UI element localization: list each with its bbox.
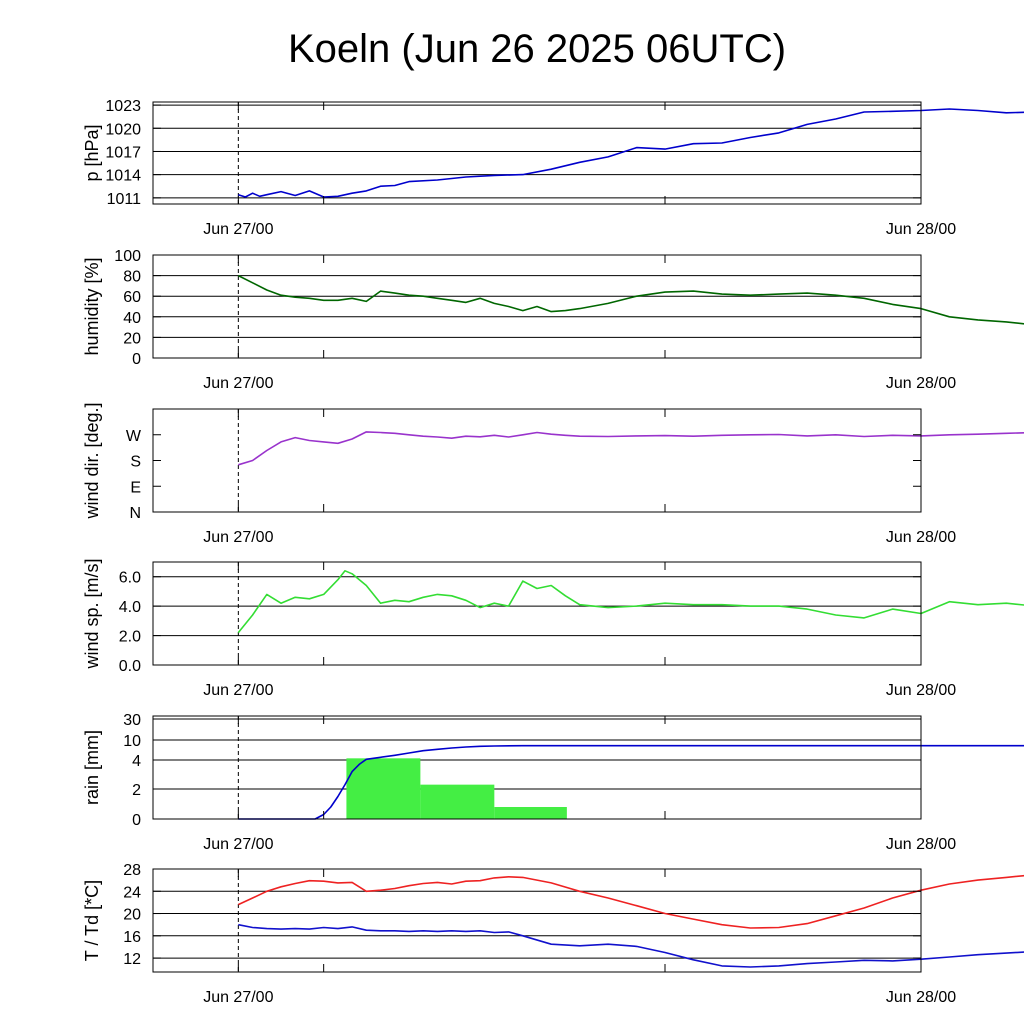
y-tick-label: 40 — [123, 310, 141, 327]
series-line-accumulated — [238, 744, 1024, 820]
panel-wind_speed: 0.0 2.0 4.0 6.0 Jun 27/00 Jun 28/00 wind sp. [… — [82, 558, 1024, 699]
y-axis-label: p [hPa] — [82, 124, 102, 181]
plot-frame — [152, 715, 922, 820]
y-tick-label: 0.0 — [119, 658, 141, 675]
y-axis-label: humidity [%] — [82, 257, 102, 355]
plot-frame — [152, 408, 922, 513]
series-line — [237, 570, 1024, 634]
y-tick-label: W — [126, 428, 142, 445]
y-tick-label: 28 — [123, 862, 141, 879]
x-tick-label: Jun 28/00 — [886, 529, 956, 546]
panel-rain: 0 2 4 10 30 Jun 27/00 Jun 28/00 rain [mm] — [82, 712, 1024, 853]
y-tick-label: 1020 — [105, 121, 141, 138]
y-tick-label: 24 — [123, 884, 141, 901]
plot-frame — [152, 101, 922, 205]
y-tick-label: N — [129, 505, 141, 522]
panel-pressure: 1011 1014 1017 1020 1023 Jun 27/00 Jun 28/00 p … — [82, 98, 1024, 238]
y-tick-label: 0 — [132, 812, 141, 829]
x-tick-label: Jun 28/00 — [886, 375, 956, 392]
y-tick-label: 6.0 — [119, 570, 141, 587]
panel-humidity: 0 20 40 60 80 100 Jun 27/00 Jun 28/00 humidity [… — [82, 248, 1024, 392]
y-tick-label: 12 — [123, 951, 141, 968]
x-tick-label: Jun 27/00 — [203, 989, 273, 1006]
rain-bar — [346, 758, 421, 819]
y-tick-label: 1011 — [107, 191, 142, 208]
y-tick-label: 16 — [123, 929, 141, 946]
y-tick-label: E — [130, 479, 141, 496]
y-tick-label: 20 — [123, 330, 141, 347]
y-tick-label: 4.0 — [119, 599, 141, 616]
y-tick-label: 100 — [114, 248, 141, 265]
x-tick-label: Jun 28/00 — [886, 682, 956, 699]
y-tick-label: 0 — [132, 351, 141, 368]
y-axis-label: wind sp. [m/s] — [82, 558, 102, 669]
x-tick-label: Jun 28/00 — [886, 989, 956, 1006]
y-tick-label: 1017 — [105, 144, 141, 161]
x-tick-label: Jun 28/00 — [886, 221, 956, 238]
series-line — [238, 431, 1024, 466]
x-tick-label: Jun 28/00 — [886, 836, 956, 853]
plot-frame — [152, 561, 922, 666]
y-axis-label: wind dir. [deg.] — [82, 402, 102, 519]
y-tick-label: 30 — [123, 712, 141, 729]
y-tick-label: 1023 — [105, 98, 141, 115]
x-tick-label: Jun 27/00 — [203, 836, 273, 853]
chart-title: Koeln (Jun 26 2025 06UTC) — [288, 27, 786, 71]
y-tick-label: 4 — [132, 753, 141, 770]
y-tick-label: 80 — [123, 269, 141, 286]
x-tick-label: Jun 27/00 — [203, 529, 273, 546]
y-tick-label: 60 — [123, 289, 141, 306]
series-line-t — [237, 874, 1024, 929]
y-tick-label: 1014 — [105, 168, 141, 185]
y-tick-label: 20 — [123, 907, 141, 924]
y-tick-label: 10 — [123, 733, 141, 750]
plot-frame — [152, 868, 922, 973]
y-axis-label: rain [mm] — [82, 730, 102, 805]
y-axis-label: T / Td [*C] — [82, 880, 102, 961]
x-tick-label: Jun 27/00 — [203, 375, 273, 392]
y-tick-label: 2.0 — [119, 629, 141, 646]
rain-bar — [420, 784, 495, 819]
series-line — [238, 108, 1024, 198]
plot-frame — [152, 254, 922, 359]
series-line — [237, 274, 1024, 325]
x-tick-label: Jun 27/00 — [203, 221, 273, 238]
x-tick-label: Jun 27/00 — [203, 682, 273, 699]
rain-bar — [494, 807, 567, 819]
panel-temperature: 12 16 20 24 28 Jun 27/00 Jun 28/00 T / Td [*C] — [82, 862, 1024, 1006]
y-tick-label: 2 — [132, 782, 141, 799]
series-line-td — [238, 923, 1024, 968]
y-tick-label: S — [130, 454, 141, 471]
